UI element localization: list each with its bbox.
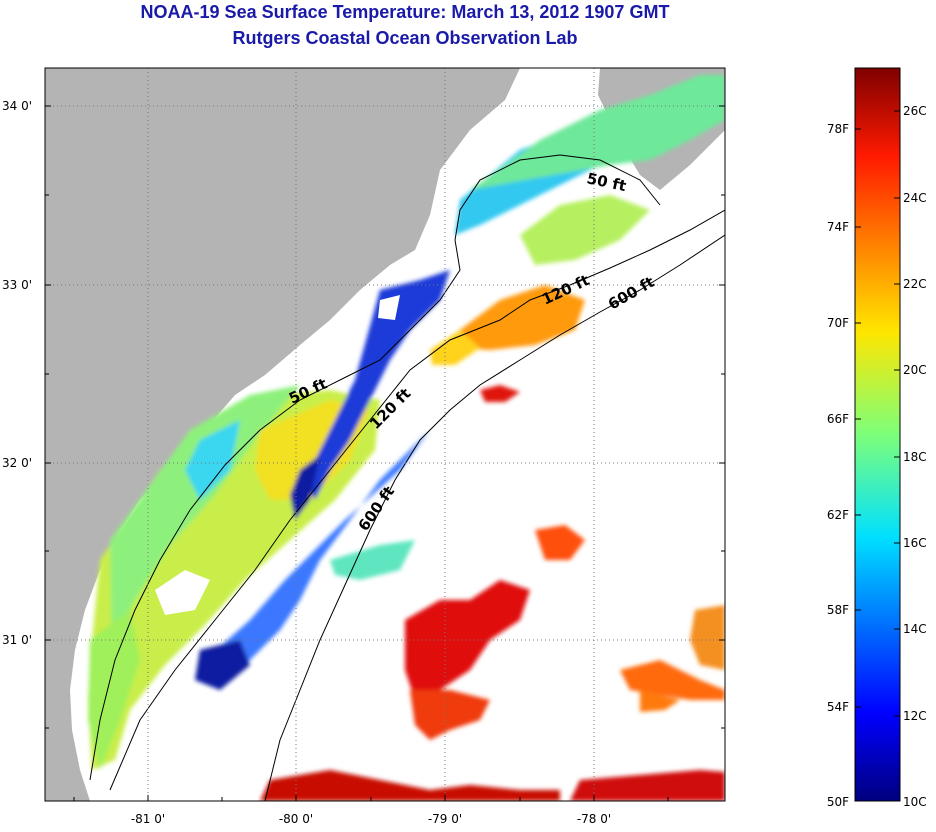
colorbar-c-label: 18C	[903, 450, 927, 464]
colorbar-ticks	[855, 110, 900, 717]
colorbar	[854, 67, 901, 802]
cloud-gap	[155, 570, 210, 615]
colorbar-f-label: 78F	[827, 122, 849, 136]
colorbar-c-label: 20C	[903, 363, 927, 377]
colorbar-c-label: 22C	[903, 277, 927, 291]
colorbar-c-label: 10C	[903, 795, 927, 809]
colorbar-c-label: 12C	[903, 709, 927, 723]
map-frame	[44, 67, 726, 802]
cloud-gap	[378, 295, 400, 320]
contour-600ft	[264, 234, 725, 801]
colorbar-c-label: 26C	[903, 104, 927, 118]
lon-label: -81 0'	[131, 812, 165, 826]
map-subtitle: Rutgers Coastal Ocean Observation Lab	[232, 28, 578, 48]
tick-marks	[45, 105, 725, 801]
sst-field	[88, 75, 725, 801]
colorbar-c-label: 24C	[903, 191, 927, 205]
colorbar-f-label: 58F	[827, 603, 849, 617]
lat-label: 31 0'	[2, 633, 32, 647]
colorbar-f-label: 70F	[827, 316, 849, 330]
land-mass	[45, 68, 520, 801]
lon-label: -78 0'	[577, 812, 611, 826]
colorbar-f-label: 66F	[827, 412, 849, 426]
colorbar-c-label: 14C	[903, 622, 927, 636]
contour-120ft	[109, 209, 725, 791]
lon-label: -80 0'	[279, 812, 313, 826]
colorbar-f-label: 74F	[827, 220, 849, 234]
lat-label: 33 0'	[2, 278, 32, 292]
colorbar-f-label: 50F	[827, 795, 849, 809]
colorbar-c-label: 16C	[903, 536, 927, 550]
grid	[45, 68, 725, 801]
lat-label: 32 0'	[2, 456, 32, 470]
map-title: NOAA-19 Sea Surface Temperature: March 1…	[140, 2, 670, 22]
lon-label: -79 0'	[428, 812, 462, 826]
colorbar-f-label: 54F	[827, 700, 849, 714]
lat-label: 34 0'	[2, 99, 32, 113]
colorbar-f-label: 62F	[827, 508, 849, 522]
